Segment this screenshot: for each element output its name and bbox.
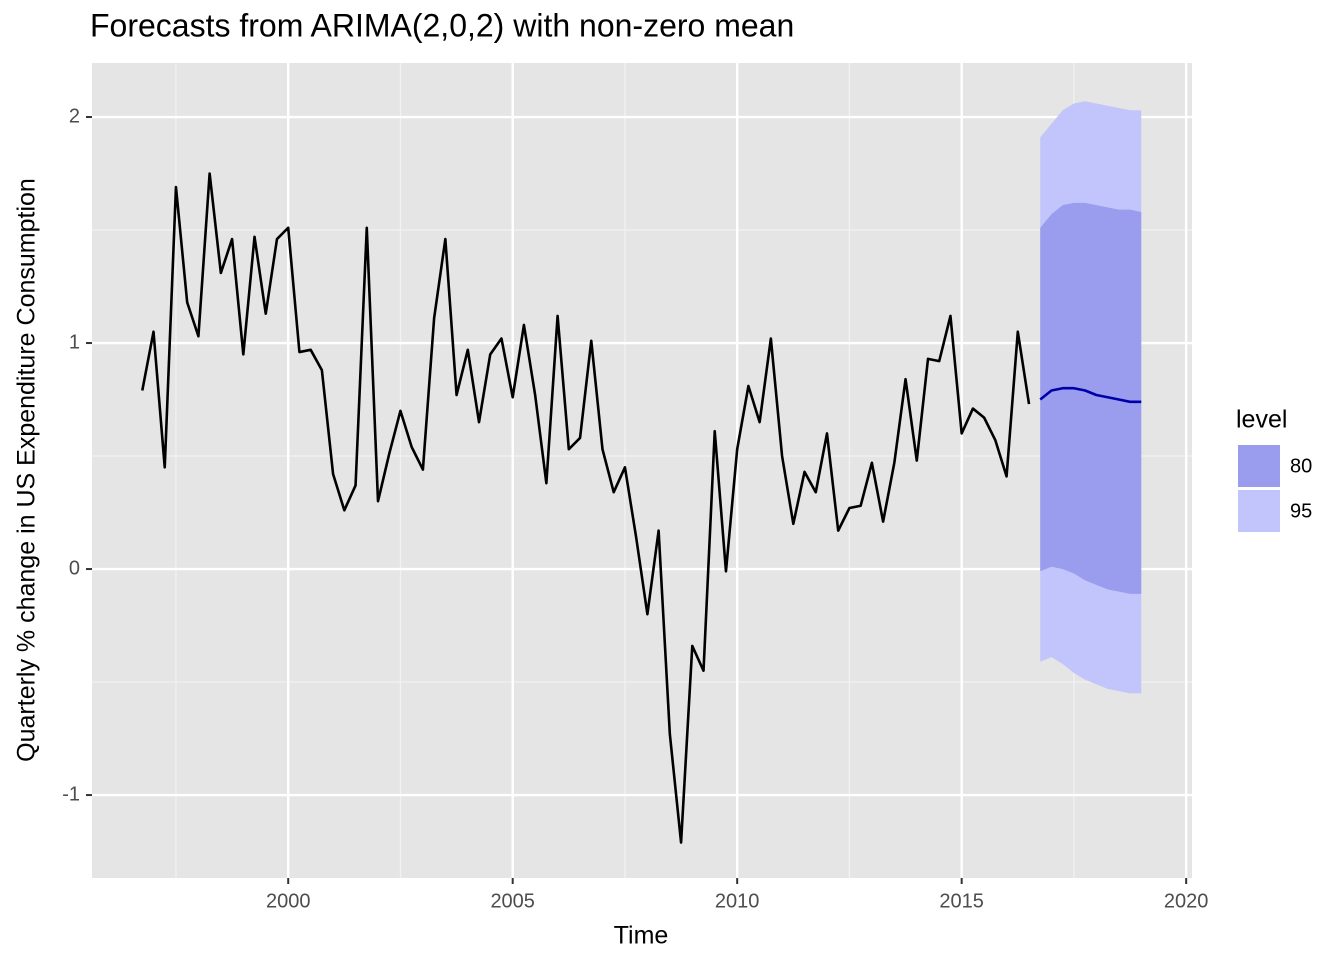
legend-key [1238,490,1280,532]
legend-label: 95 [1290,500,1312,522]
legend-title: level [1236,406,1287,434]
y-tick-label: 1 [69,331,80,353]
x-tick-label: 2005 [490,890,535,912]
legend-key [1238,445,1280,487]
x-tick-label: 2000 [266,890,311,912]
legend-label: 80 [1290,455,1312,477]
y-axis-title: Quarterly % change in US Expenditure Con… [13,178,41,762]
marks [141,101,1142,844]
forecast-line [1039,386,1142,404]
y-tick-label: 0 [69,557,80,579]
y-tick-label: -1 [62,783,80,805]
grid [92,63,1192,878]
x-tick-label: 2020 [1164,890,1209,912]
panel [92,63,1192,878]
y-tick-label: 2 [69,105,80,127]
interval-band [1040,202,1142,594]
x-tick-label: 2010 [715,890,760,912]
history-line [141,172,1031,844]
x-tick-label: 2015 [939,890,984,912]
chart-title: Forecasts from ARIMA(2,0,2) with non-zer… [90,7,794,43]
x-axis-title: Time [614,922,669,950]
